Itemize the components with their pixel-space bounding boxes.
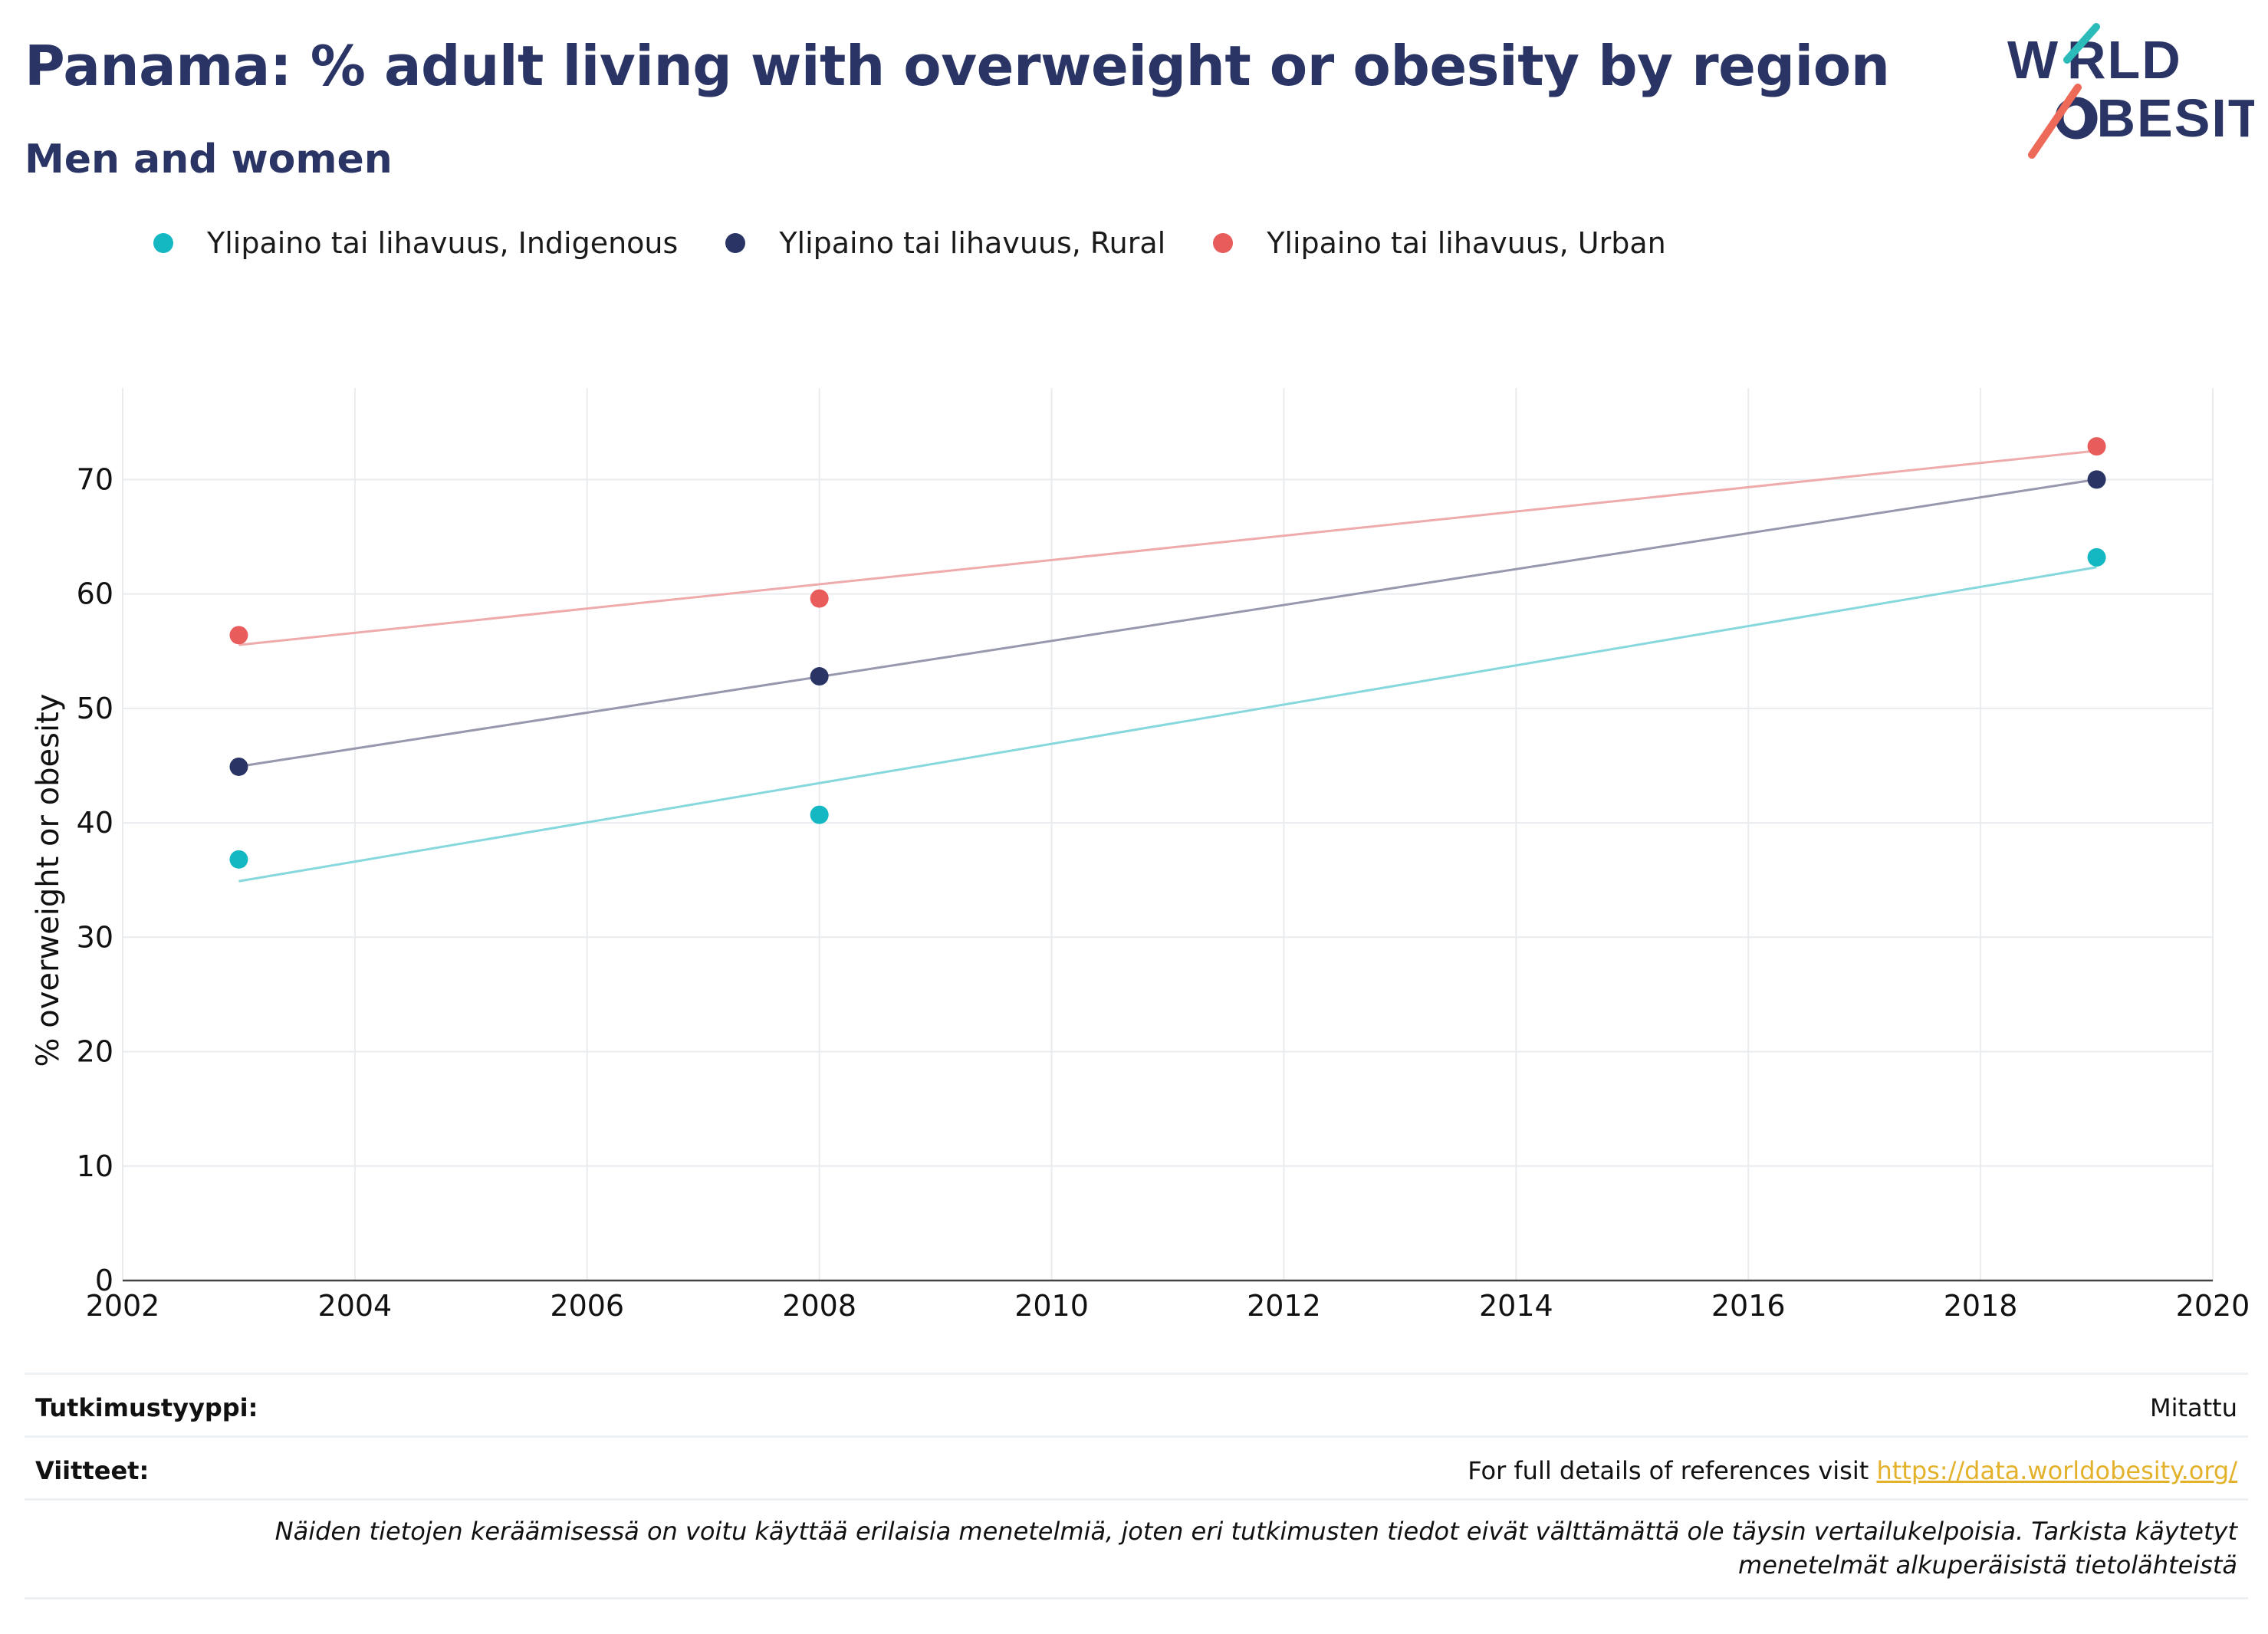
legend-swatch-indigenous — [153, 233, 173, 253]
references-value: For full details of references visit htt… — [1468, 1456, 2237, 1485]
trendline-series-0 — [238, 566, 2097, 883]
data-point-series-0[interactable] — [229, 850, 248, 869]
y-tick-label: 30 — [77, 920, 113, 954]
info-table: Tutkimustyyppi: Mitattu Viitteet: For fu… — [25, 1373, 2248, 1603]
study-type-value: Mitattu — [2149, 1393, 2237, 1422]
y-axis-label: % overweight or obesity — [31, 694, 66, 1067]
references-key: Viitteet: — [35, 1456, 150, 1485]
x-tick-label: 2004 — [318, 1289, 393, 1323]
legend-label: Ylipaino tai lihavuus, Urban — [1267, 226, 1666, 260]
legend-item-urban[interactable]: Ylipaino tai lihavuus, Urban — [1213, 226, 1666, 260]
data-point-series-1[interactable] — [810, 667, 829, 686]
references-row: Viitteet: For full details of references… — [25, 1435, 2248, 1501]
y-tick-label: 70 — [77, 462, 113, 496]
data-point-series-2[interactable] — [229, 626, 248, 645]
data-point-series-0[interactable] — [810, 805, 829, 824]
y-tick-label: 20 — [77, 1035, 113, 1069]
y-tick-label: 40 — [77, 806, 113, 840]
x-tick-label: 2008 — [782, 1289, 856, 1323]
trendline-series-2 — [238, 449, 2097, 646]
y-tick-label: 50 — [77, 692, 113, 725]
references-text: For full details of references visit — [1468, 1456, 1869, 1485]
legend-item-indigenous[interactable]: Ylipaino tai lihavuus, Indigenous — [153, 226, 678, 260]
data-point-series-1[interactable] — [229, 757, 248, 776]
x-tick-label: 2016 — [1711, 1289, 1786, 1323]
references-link[interactable]: https://data.worldobesity.org/ — [1876, 1456, 2237, 1485]
x-tick-label: 2014 — [1479, 1289, 1553, 1323]
chart-legend: Ylipaino tai lihavuus, Indigenous Ylipai… — [153, 226, 1714, 260]
data-point-series-2[interactable] — [810, 589, 829, 608]
note-row: Näiden tietojen keräämisessä on voitu kä… — [25, 1498, 2248, 1599]
data-point-series-2[interactable] — [2087, 437, 2106, 456]
x-tick-label: 2018 — [1944, 1289, 2018, 1323]
study-type-key: Tutkimustyyppi: — [35, 1393, 258, 1422]
data-point-series-1[interactable] — [2087, 470, 2106, 489]
data-point-series-0[interactable] — [2087, 547, 2106, 567]
y-tick-label: 0 — [95, 1264, 113, 1297]
svg-text:W: W — [2007, 30, 2059, 90]
x-tick-label: 2010 — [1014, 1289, 1089, 1323]
legend-label: Ylipaino tai lihavuus, Indigenous — [207, 226, 679, 260]
legend-swatch-rural — [725, 233, 746, 253]
x-tick-label: 2012 — [1247, 1289, 1321, 1323]
scatter-chart: 2002 2004 2006 2008 2010 2012 2014 2016 2018 2020… — [31, 388, 2250, 1323]
study-type-row: Tutkimustyyppi: Mitattu — [25, 1373, 2248, 1438]
y-tick-label: 10 — [77, 1149, 113, 1183]
legend-swatch-urban — [1213, 233, 1234, 253]
x-tick-label: 2002 — [86, 1289, 160, 1323]
x-tick-label: 2006 — [550, 1289, 624, 1323]
legend-label: Ylipaino tai lihavuus, Rural — [779, 226, 1166, 260]
y-tick-label: 60 — [77, 577, 113, 611]
page-title: Panama: % adult living with overweight o… — [25, 34, 1890, 98]
methods-note: Näiden tietojen keräämisessä on voitu kä… — [274, 1517, 2237, 1580]
x-tick-label: 2020 — [2176, 1289, 2250, 1323]
legend-item-rural[interactable]: Ylipaino tai lihavuus, Rural — [725, 226, 1165, 260]
page-subtitle: Men and women — [25, 136, 393, 182]
trendline-series-1 — [238, 478, 2097, 768]
